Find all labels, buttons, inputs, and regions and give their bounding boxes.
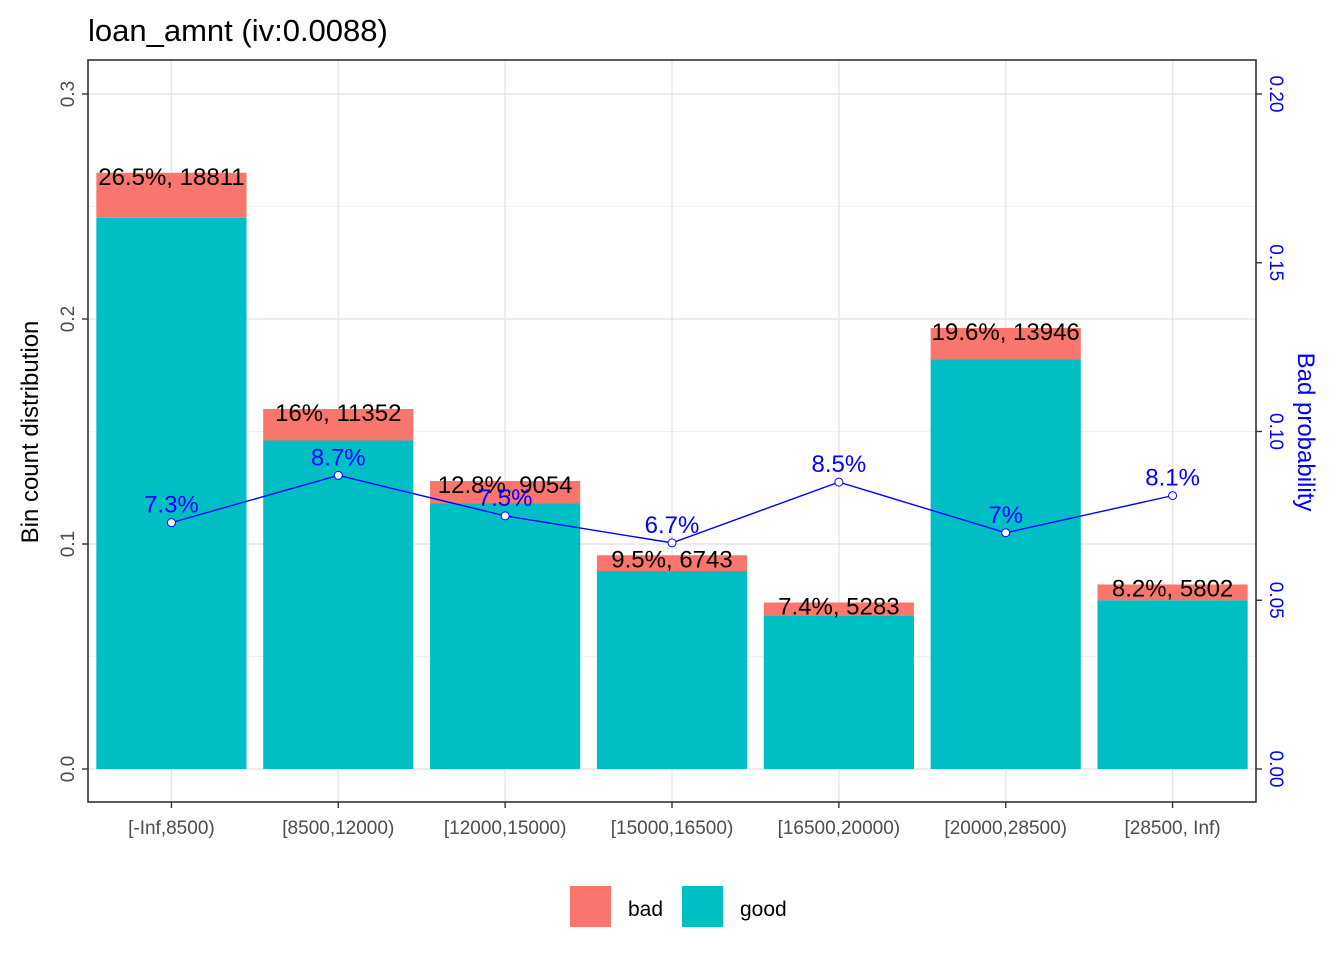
x-tick-label: [15000,16500) [611, 818, 734, 839]
bar-bad [763, 602, 914, 616]
bad-probability-label: 8.1% [1145, 465, 1200, 492]
bad-probability-point [1168, 491, 1178, 501]
bar-label: 12.8%, 9054 [438, 472, 573, 499]
y-tick-label-right: 0.00 [1265, 751, 1286, 788]
bar-label: 9.5%, 6743 [611, 546, 732, 573]
legend-swatch [682, 886, 723, 927]
bar-good [930, 359, 1081, 769]
x-tick-label: [12000,15000) [444, 818, 567, 839]
bad-probability-label: 7.3% [144, 492, 199, 519]
bad-probability-point [667, 538, 677, 548]
bad-probability-point [500, 511, 510, 521]
x-tick-label: [16500,20000) [778, 818, 901, 839]
bar-good [263, 440, 414, 769]
bar-good [596, 571, 748, 769]
legend: bad good [570, 886, 787, 927]
bar-bad [96, 172, 247, 218]
bar-labels: 26.5%, 18811 16%, 11352 12.8%, 9054 9.5%, 6… [98, 164, 1233, 621]
bar-good [1097, 600, 1248, 769]
y-tick-label-right: 0.20 [1265, 76, 1286, 113]
y-axis-label-right: Bad probability [1292, 353, 1319, 512]
y-tick-label-right: 0.15 [1265, 244, 1286, 281]
y-tick-label-right: 0.05 [1265, 582, 1286, 619]
bar-label: 7.4%, 5283 [778, 594, 899, 621]
bad-probability-label: 6.7% [645, 512, 700, 539]
bar-good [96, 217, 247, 769]
bad-probability-point [333, 470, 343, 480]
bar-good [763, 616, 914, 769]
bar-label: 16%, 11352 [275, 400, 401, 427]
bar-bad [430, 481, 581, 504]
x-tick-label: [28500, Inf) [1125, 818, 1221, 839]
bad-probability-point [834, 477, 844, 487]
bar-label: 26.5%, 18811 [98, 164, 244, 191]
y-tick-label-right: 0.10 [1265, 413, 1286, 450]
bar-bad [596, 555, 748, 571]
bad-probability-label: 7.5% [478, 485, 533, 512]
bar-bad [263, 409, 414, 441]
legend-label: bad [628, 898, 663, 921]
bar-label: 8.2%, 5802 [1112, 576, 1233, 603]
legend-label: good [740, 898, 787, 921]
bad-probability-point [1001, 528, 1011, 538]
bar-good [430, 503, 581, 769]
x-tick-label: [20000,28500) [944, 818, 1067, 839]
bar-label: 19.6%, 13946 [932, 319, 1080, 346]
y-tick-label: 0.1 [58, 531, 79, 557]
bar-bad [930, 328, 1081, 360]
y-tick-label: 0.3 [58, 81, 79, 107]
chart-title: loan_amnt (iv:0.0088) [88, 13, 388, 48]
bad-probability-point [166, 518, 176, 528]
legend-swatch [570, 886, 611, 927]
x-tick-label: [-Inf,8500) [128, 818, 215, 839]
bad-probability-label: 8.5% [812, 451, 867, 478]
y-tick-label: 0.2 [58, 306, 79, 332]
bad-probability-label: 7% [988, 502, 1023, 529]
y-tick-label: 0.0 [58, 756, 79, 782]
bad-probability-line: 7.3% 8.7% 7.5% 6.7% 8.5% 7% 8.1% [144, 444, 1200, 548]
x-tick-label: [8500,12000) [282, 818, 394, 839]
axes: 0.0 0.1 0.2 0.3 0.00 0.05 0.10 0.15 0.20 [-Inf,85… [58, 59, 1286, 839]
bars [96, 172, 1248, 769]
y-axis-label: Bin count distribution [17, 321, 44, 544]
bad-probability-label: 8.7% [311, 444, 366, 471]
bar-bad [1097, 584, 1248, 601]
